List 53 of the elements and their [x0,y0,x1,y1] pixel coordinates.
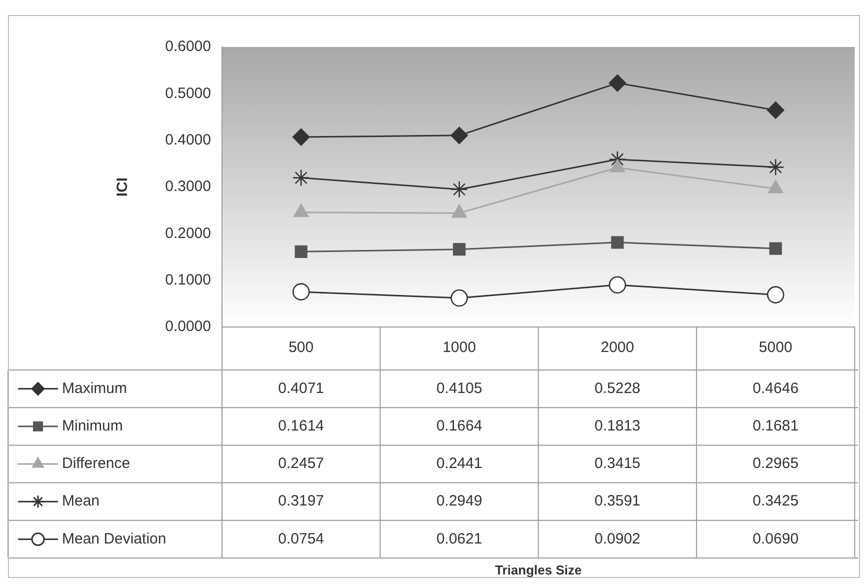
data-label: 0.5228 [594,380,640,397]
text: Triangles Size [495,562,582,578]
y-tick-label: 0.4000 [165,131,211,148]
data-label: 0.3425 [752,492,799,510]
legend-label: Maximum [62,380,128,397]
point [294,245,308,258]
y-tick-label: 0.6000 [165,38,211,56]
point [450,126,468,144]
y-tick-label: 0.5000 [165,84,211,102]
data-label: 0.4646 [752,380,799,397]
data-label: 0.3591 [594,492,640,510]
y-tick-label: 0.0000 [165,318,211,336]
y-tick-label: 0.1000 [165,271,211,288]
data-label: 0.4071 [278,380,324,397]
point [292,128,310,146]
point [292,283,310,300]
point [292,169,310,186]
y-axis-title: ICI [114,177,132,197]
data-label: 0.2457 [278,455,324,472]
data-label: 0.1813 [594,418,640,435]
point [450,289,468,307]
point [608,74,626,92]
point [766,158,784,176]
data-label: 0.3415 [594,455,640,472]
data-label: 0.1664 [436,418,482,435]
data-label: 0.2441 [436,455,482,472]
data-label: 0.1681 [752,418,799,435]
y-tick-label: 0.3000 [165,178,211,196]
data-label: 0.4105 [436,380,482,397]
data-label: 0.2965 [752,455,799,472]
point [769,242,782,255]
legend-label: Minimum [62,418,123,435]
x-tick-label: 5000 [758,339,792,356]
data-label: 0.1614 [278,418,324,435]
point [766,286,784,304]
y-tick-label: 0.2000 [165,224,211,242]
legend-label: Mean Deviation [62,530,166,548]
point [452,243,466,256]
data-label: 0.2949 [436,492,482,510]
data-label: 0.0690 [752,530,799,548]
legend-label: Difference [62,455,130,472]
data-label: 0.3197 [278,492,324,510]
data-label: 0.0902 [594,530,640,548]
data-label: 0.0754 [278,530,324,548]
point [608,276,626,294]
legend-label: Mean [62,492,100,510]
x-tick-label: 2000 [600,339,634,356]
data-label: 0.0621 [436,530,482,548]
x-tick-label: 500 [288,339,314,356]
x-tick-label: 1000 [442,339,476,356]
point [611,236,624,249]
point [450,180,468,198]
point [766,102,784,119]
